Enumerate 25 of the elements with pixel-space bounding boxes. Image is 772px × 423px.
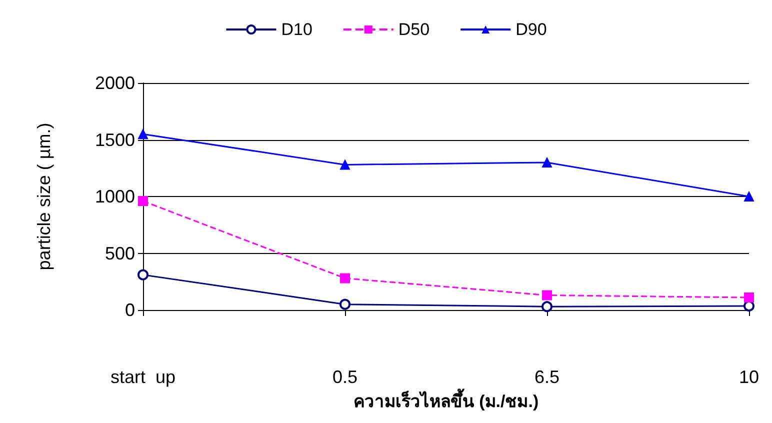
point [340,273,350,284]
x-axis-title: ความเร็วไหลขึ้น (ม./ชม.) [353,388,539,411]
point [542,290,552,300]
x-tick-label: 6.5 [534,367,560,387]
x-tick-label: 0.5 [332,367,358,387]
legend-label: D90 [516,20,547,39]
point [340,298,350,310]
y-axis-title: particle size ( µm.) [34,122,54,270]
point [744,192,754,202]
point [138,269,148,280]
point [138,129,148,140]
y-tick-label: 1500 [94,130,135,150]
point [138,196,148,206]
legend-label: D10 [281,20,312,39]
legend-label: D50 [398,20,430,39]
point [744,292,754,303]
y-tick-label: 500 [104,243,135,264]
point [340,160,350,170]
y-tick-label: 2000 [94,73,135,93]
x-tick-label: 10 [738,367,760,387]
y-tick-label: 1000 [94,186,135,206]
x-tick-label: start up [110,367,176,387]
point [542,157,552,168]
y-tick-label: 0 [124,300,135,320]
point [542,301,552,312]
